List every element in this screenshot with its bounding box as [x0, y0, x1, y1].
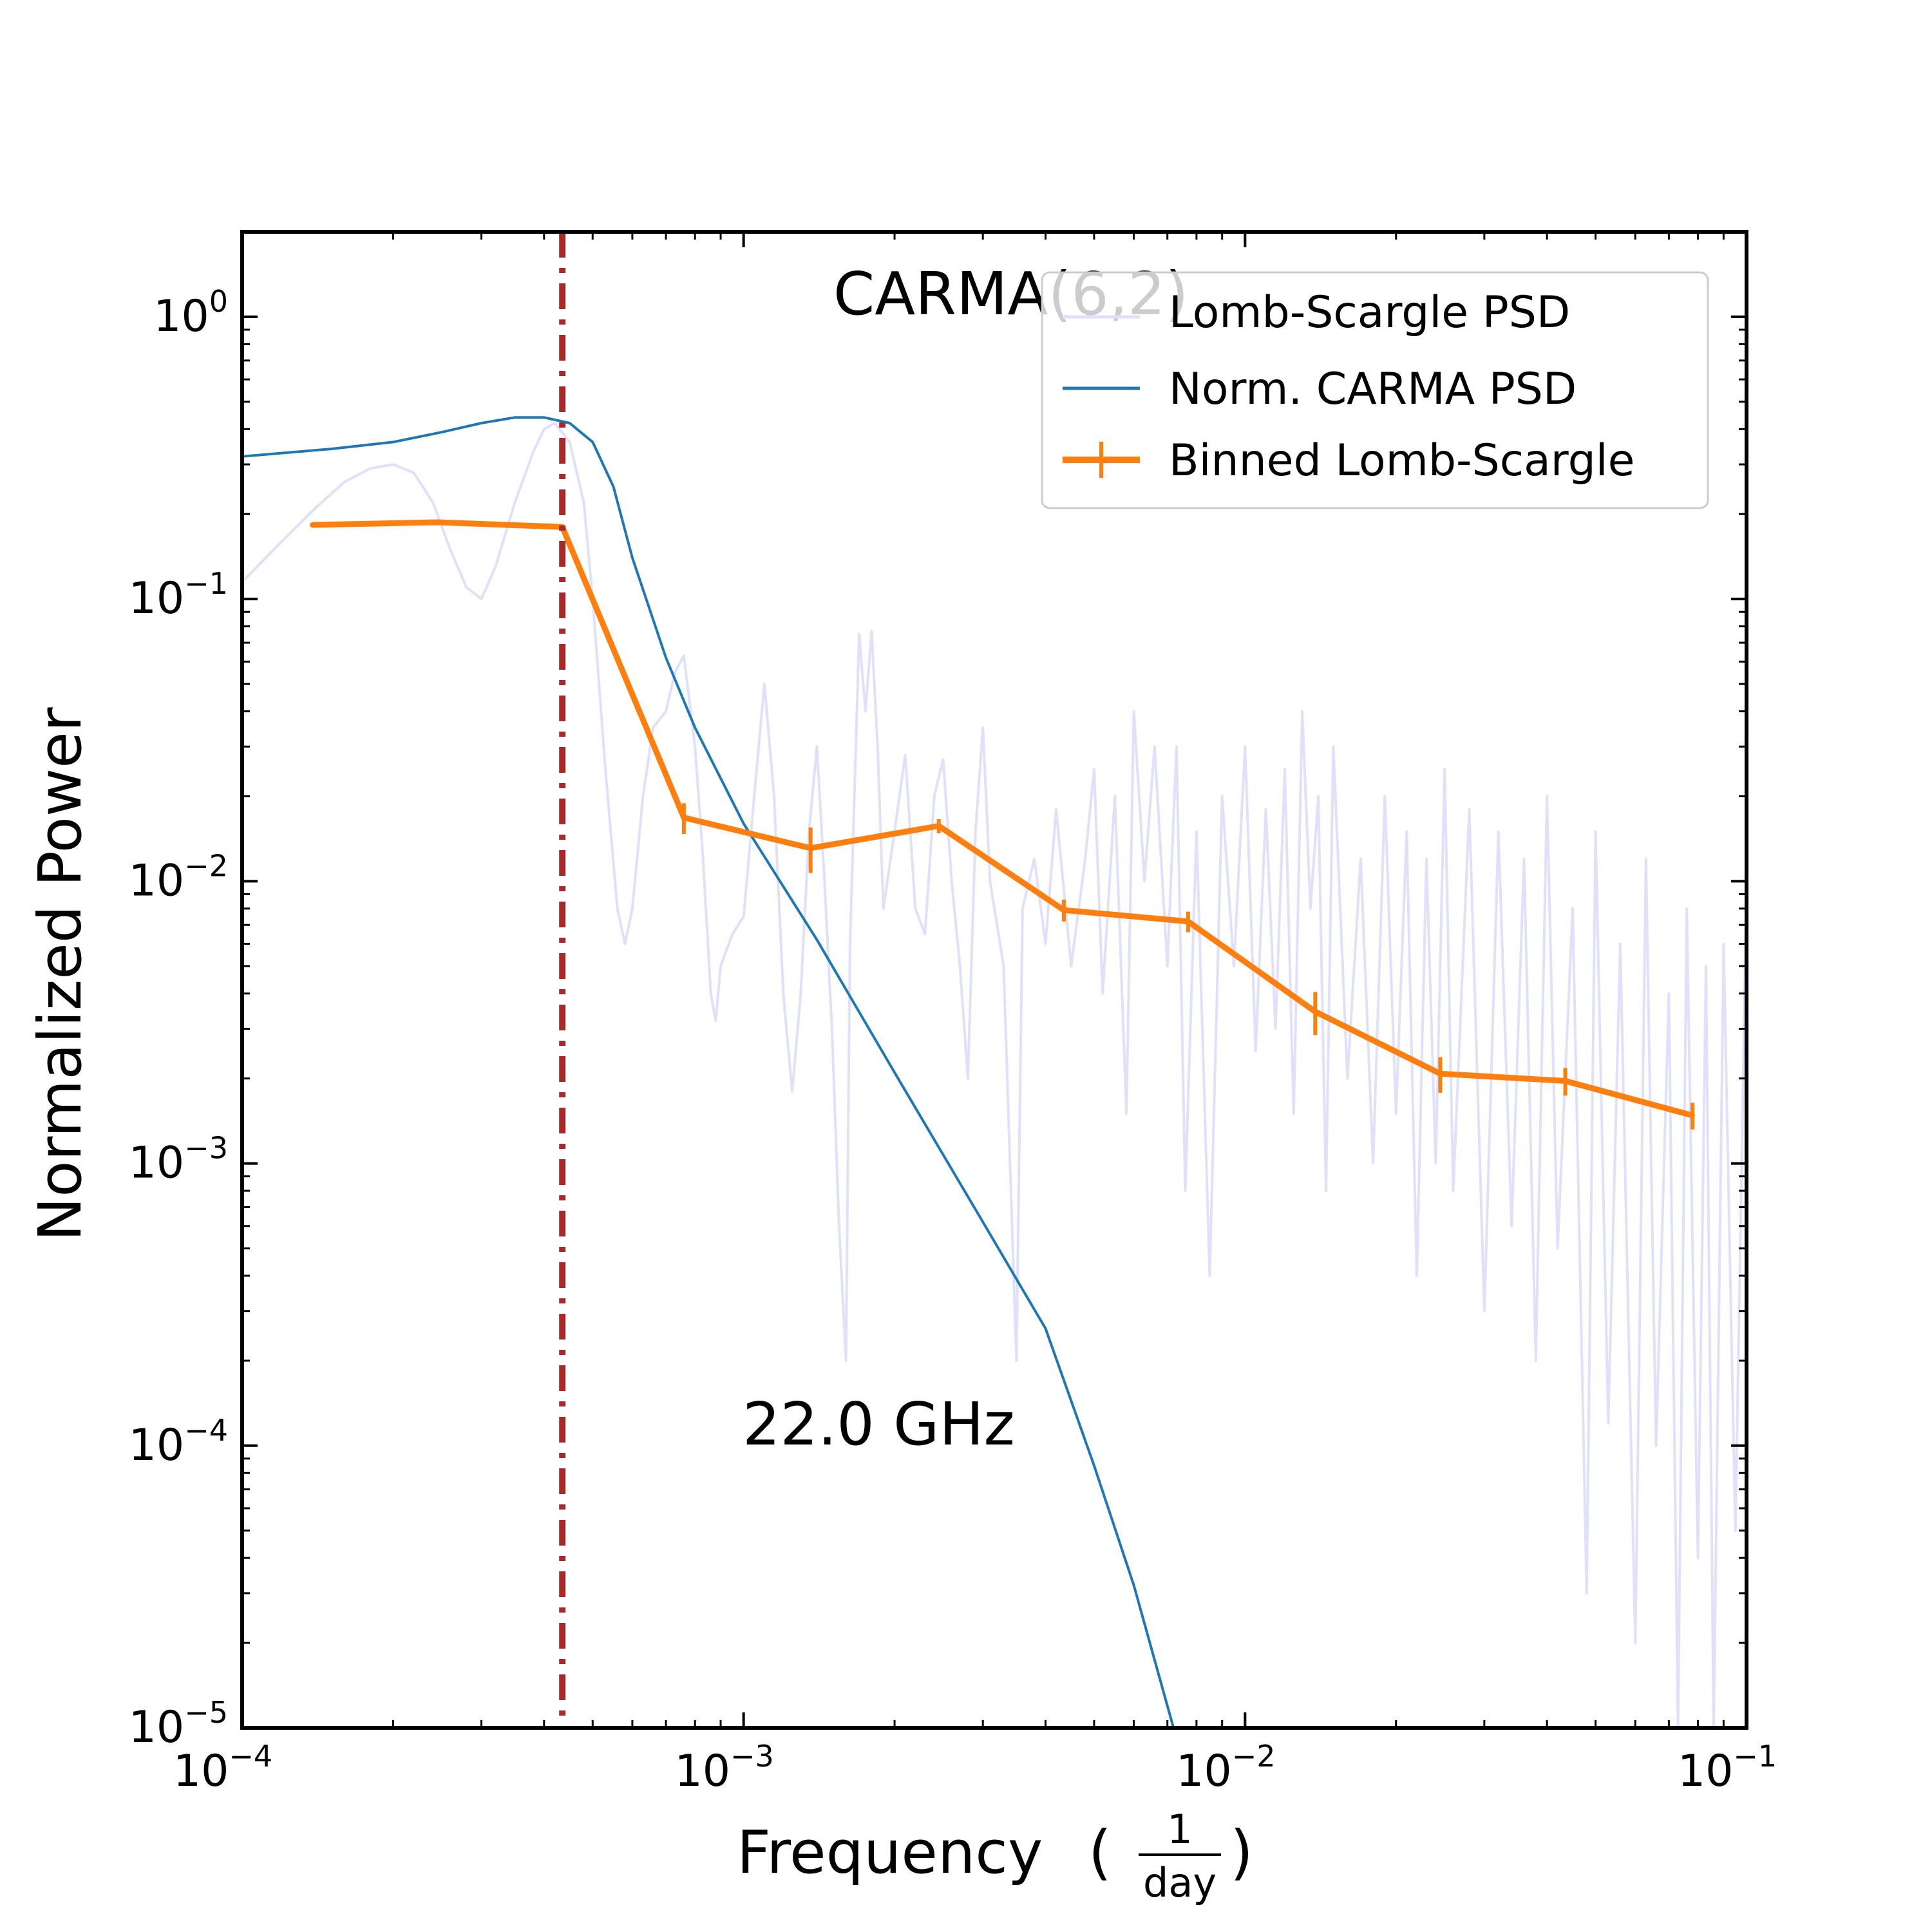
x-axis-label-open-paren: ( [1088, 1818, 1112, 1887]
y-tick-label-exponent: −4 [184, 1413, 228, 1448]
x-axis-title: Frequency ( 1 day ) [737, 1806, 1253, 1906]
y-tick-label: 10−2 [129, 848, 228, 906]
binned-point [1562, 1078, 1568, 1084]
binned-point [435, 520, 440, 526]
x-axis-label-close-paren: ) [1230, 1818, 1253, 1887]
binned-point [309, 522, 315, 528]
y-tick-label: 10−1 [129, 566, 228, 624]
band-annotation: 22.0 GHz [743, 1390, 1015, 1459]
binned-point [808, 845, 813, 851]
y-tick-label-base: 10 [129, 1138, 185, 1189]
legend-label-carma: Norm. CARMA PSD [1169, 364, 1577, 415]
x-tick-label: 10−4 [173, 1739, 272, 1797]
legend: Lomb-Scargle PSD Norm. CARMA PSD Binned … [1041, 271, 1709, 509]
series-line-norm-carma-psd [242, 416, 1175, 1728]
binned-point [1312, 1009, 1318, 1014]
binned-point [936, 823, 942, 829]
x-tick-label: 10−3 [674, 1739, 773, 1797]
y-tick-label-exponent: −5 [184, 1695, 228, 1730]
y-tick-label-exponent: −1 [184, 566, 228, 601]
x-tick-label-exponent: −1 [1733, 1739, 1777, 1774]
binned-point [1437, 1071, 1443, 1077]
y-tick-label: 10−3 [129, 1131, 228, 1189]
x-tick-label: 10−1 [1678, 1739, 1777, 1797]
x-axis-label: Frequency [737, 1818, 1043, 1887]
y-tick-label-exponent: −2 [184, 848, 228, 883]
y-tick-label-exponent: −3 [184, 1131, 228, 1166]
series-line-binned-lomb-scargle [312, 519, 1694, 1119]
x-tick-label-exponent: −3 [730, 1739, 774, 1774]
x-axis-unit-denominator: day [1143, 1859, 1217, 1906]
x-tick-label-base: 10 [1678, 1746, 1734, 1797]
legend-box [1041, 271, 1709, 509]
legend-label-lomb-scargle: Lomb-Scargle PSD [1169, 287, 1570, 338]
x-tick-label-base: 10 [1176, 1746, 1232, 1797]
y-tick-label: 100 [153, 284, 228, 342]
x-axis-unit-numerator: 1 [1167, 1806, 1192, 1853]
y-tick-label-base: 10 [129, 573, 185, 624]
binned-point [1689, 1112, 1695, 1118]
y-tick-label-base: 10 [129, 855, 185, 906]
y-axis-label: Normalized Power [26, 707, 95, 1241]
binned-point [1061, 907, 1066, 913]
y-tick-label: 10−4 [129, 1413, 228, 1471]
x-tick-label-exponent: −4 [229, 1739, 272, 1774]
plot-series-layer [242, 416, 1747, 1728]
y-tick-label: 10−5 [129, 1695, 228, 1753]
y-tick-label-base: 10 [129, 1420, 185, 1471]
plot-frame [240, 230, 1748, 1730]
binned-point [1185, 918, 1191, 924]
y-tick-label-base: 10 [129, 1702, 185, 1753]
x-tick-label: 10−2 [1176, 1739, 1275, 1797]
y-tick-label-base: 10 [153, 291, 209, 342]
legend-label-binned: Binned Lomb-Scargle [1169, 435, 1634, 486]
x-tick-label-base: 10 [674, 1746, 730, 1797]
x-tick-label-exponent: −2 [1232, 1739, 1276, 1774]
y-tick-label-exponent: 0 [209, 284, 228, 319]
series-line-lomb-scargle-psd [242, 422, 1747, 1728]
binned-point [681, 815, 687, 820]
x-tick-label-base: 10 [173, 1746, 229, 1797]
